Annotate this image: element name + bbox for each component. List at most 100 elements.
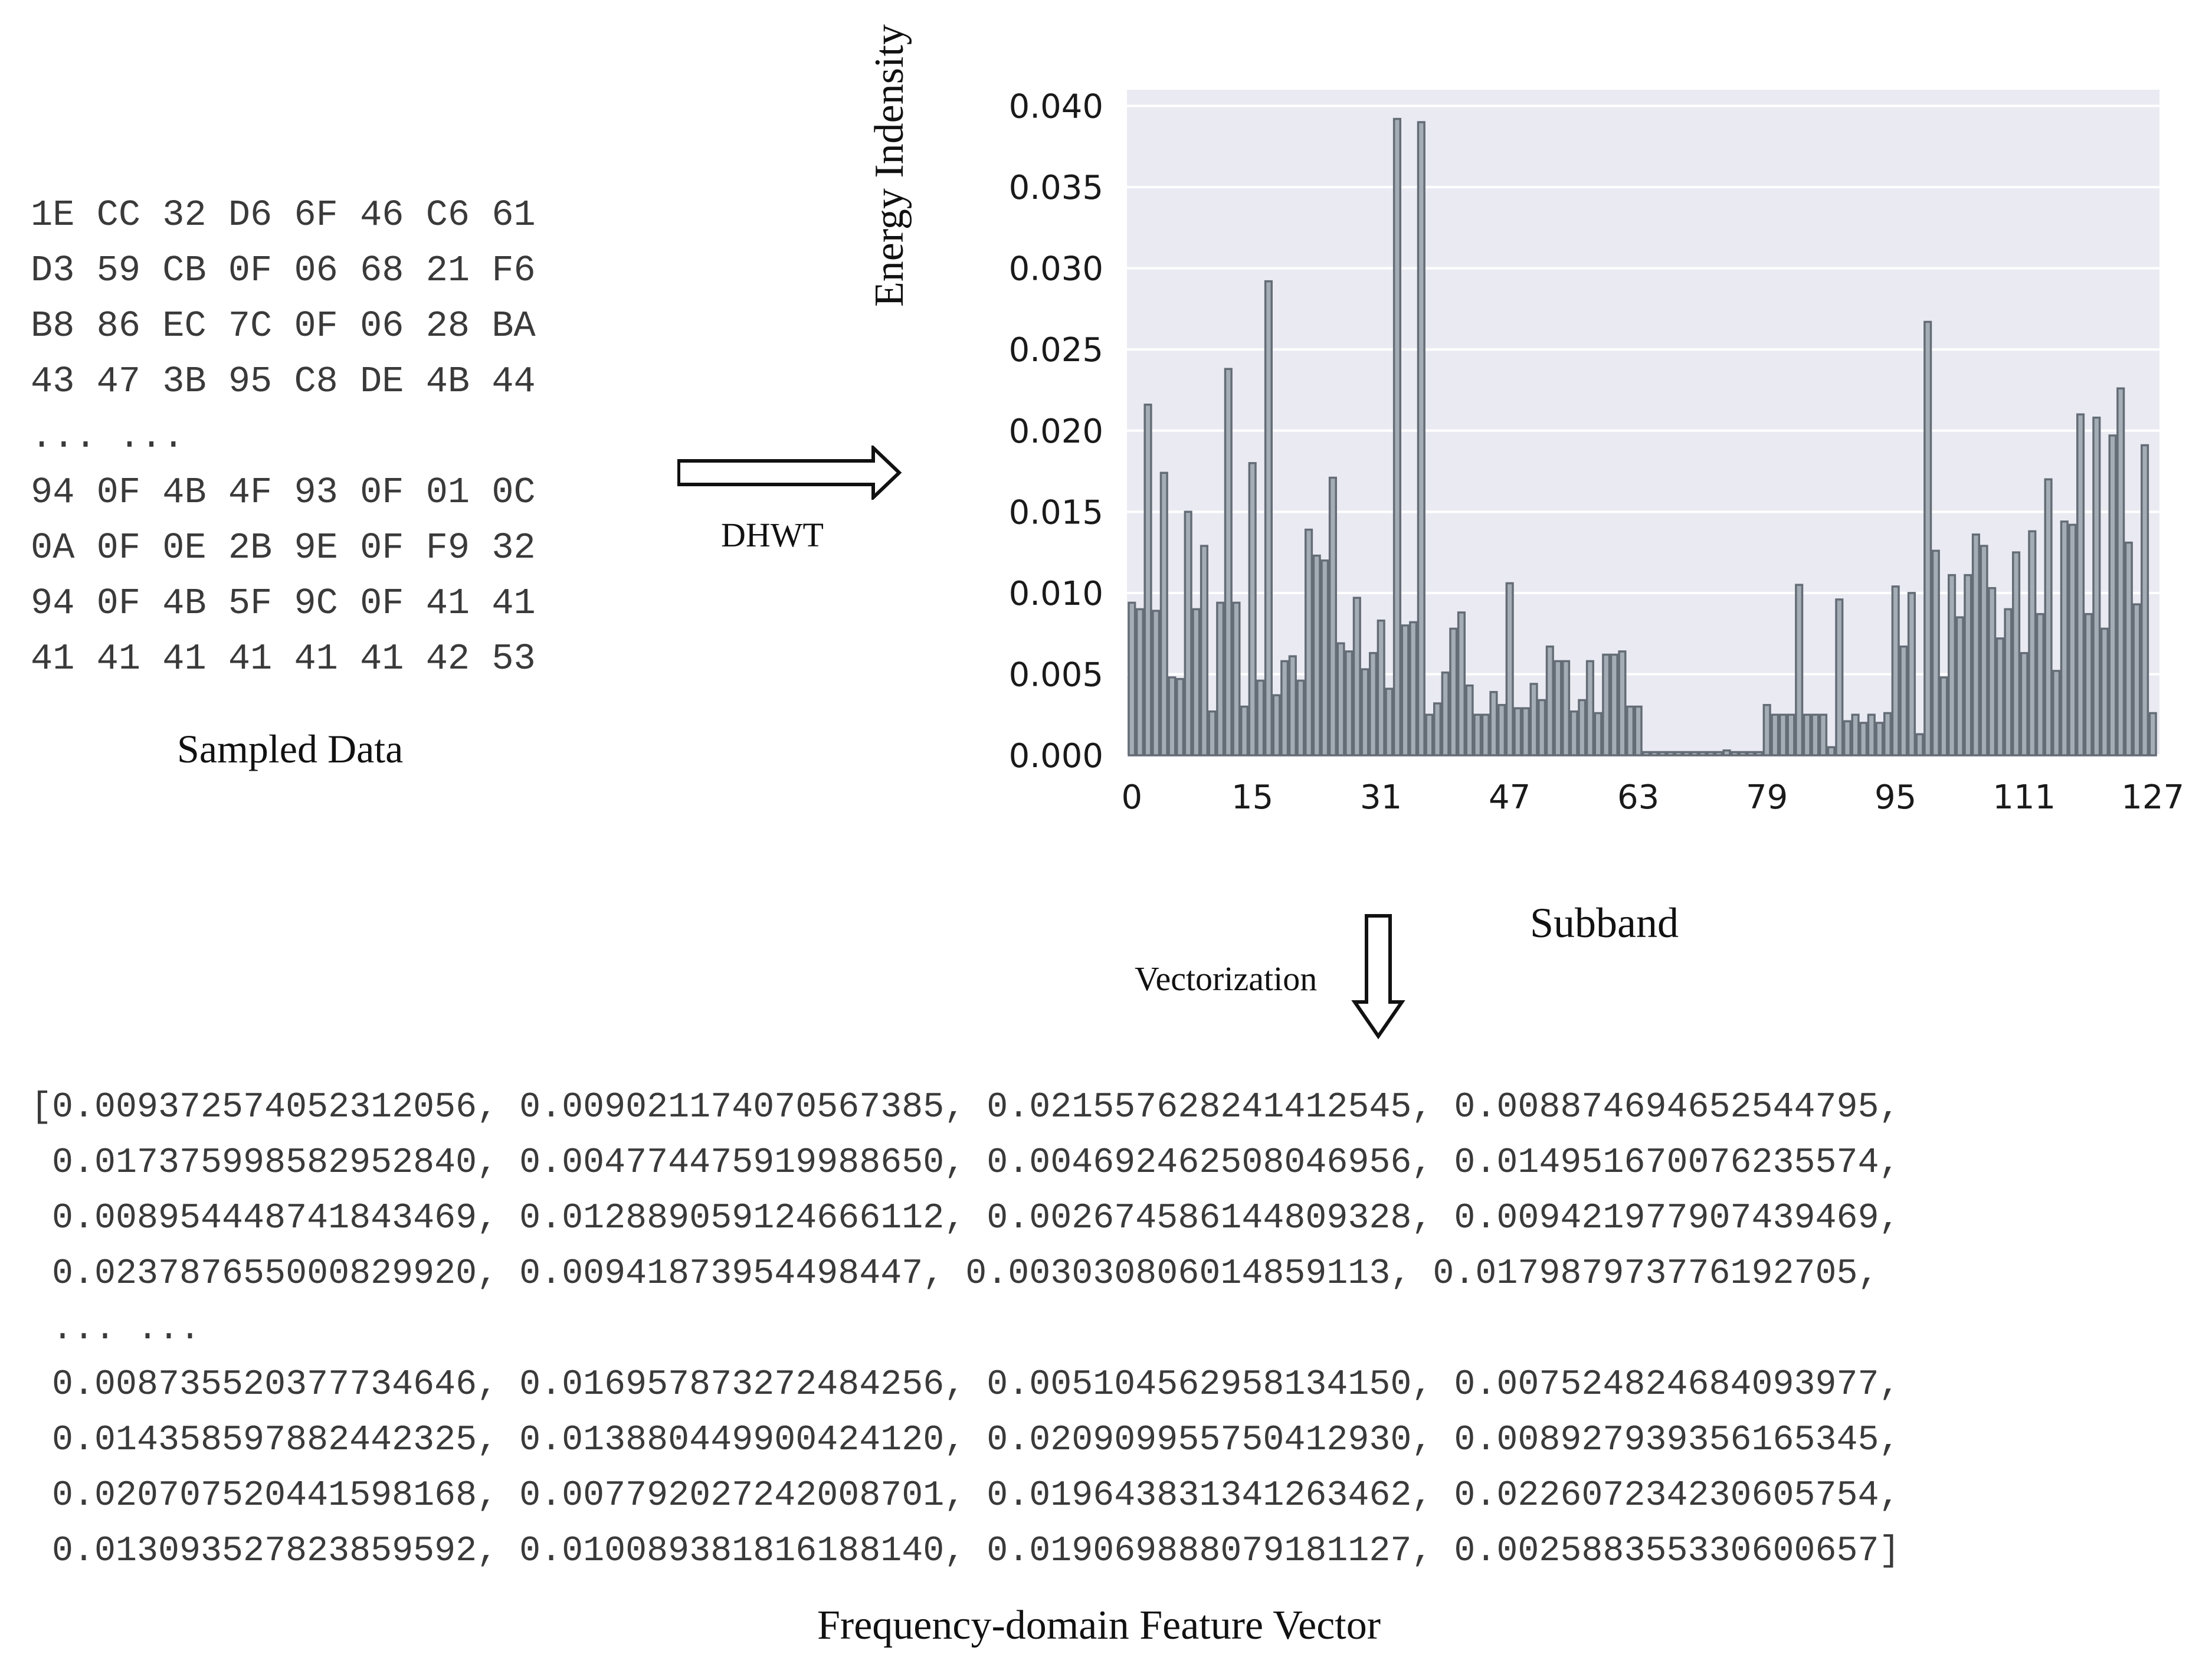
sampled-data-caption: Sampled Data — [177, 726, 404, 771]
bar — [1746, 751, 1755, 757]
bar — [1594, 712, 1603, 757]
bar — [1835, 598, 1844, 757]
y-tick-label: 0.005 — [1009, 656, 1103, 694]
bar — [1538, 699, 1546, 757]
bar — [1971, 533, 1981, 757]
bar — [1505, 582, 1514, 757]
bar — [1513, 707, 1522, 757]
x-tick-label: 95 — [1875, 778, 1916, 817]
bar — [1345, 650, 1354, 757]
bar — [2028, 530, 2037, 757]
bar — [1787, 713, 1795, 757]
feature-vector-caption: Frequency-domain Feature Vector — [817, 1603, 1381, 1648]
bar — [1714, 751, 1723, 757]
bar — [1762, 703, 1771, 757]
bar — [1168, 676, 1177, 757]
vector-line: 0.017375998582952840, 0.0047744759199886… — [31, 1143, 1900, 1183]
bar — [2012, 551, 2021, 757]
bar — [1401, 624, 1410, 757]
bar — [1545, 645, 1554, 757]
bar — [1200, 545, 1209, 757]
x-tick-label: 79 — [1746, 778, 1788, 817]
bar — [1867, 713, 1876, 757]
bar — [2020, 651, 2029, 757]
bar — [1931, 549, 1940, 757]
bar — [1417, 121, 1425, 757]
bar — [2124, 541, 2133, 757]
bar — [1738, 751, 1747, 757]
bar — [1778, 713, 1788, 757]
bar — [1336, 642, 1345, 757]
bar — [1425, 713, 1434, 757]
bar — [1554, 660, 1562, 757]
bar — [1955, 616, 1964, 757]
bar — [1489, 690, 1498, 757]
bar — [1859, 722, 1868, 757]
bar — [1899, 645, 1908, 757]
bar — [2052, 670, 2061, 757]
x-tick-label: 111 — [1993, 778, 2056, 817]
bar — [1320, 559, 1329, 757]
bar — [1569, 710, 1578, 757]
y-tick-label: 0.015 — [1009, 493, 1103, 532]
bar — [1698, 751, 1707, 757]
bar — [1883, 712, 1892, 757]
bar — [1159, 471, 1168, 757]
y-axis-label: Energy Indensity — [867, 24, 912, 307]
bar — [2068, 523, 2077, 757]
bar — [1610, 653, 1618, 757]
x-axis-label: Subband — [1530, 899, 1679, 947]
bar — [1272, 694, 1281, 757]
bar — [1875, 722, 1884, 757]
bar — [1907, 592, 1916, 757]
bar — [1682, 751, 1691, 757]
bar — [1288, 655, 1297, 757]
bar — [1232, 601, 1241, 757]
y-tick-label: 0.020 — [1009, 412, 1103, 451]
hex-line: 1E CC 32 D6 6F 46 C6 61 — [31, 194, 536, 236]
bar — [1771, 713, 1780, 757]
bar — [1184, 510, 1192, 757]
x-tick-label: 15 — [1231, 778, 1273, 817]
bar — [1939, 676, 1948, 757]
bar — [1392, 117, 1402, 757]
bar — [1650, 751, 1659, 757]
feature-vector-text: [0.009372574052312056, 0.009021174070567… — [31, 1080, 1900, 1579]
hex-line: 41 41 41 41 41 41 42 53 — [31, 638, 536, 680]
bar — [1562, 660, 1571, 757]
bar — [2044, 478, 2053, 757]
bar — [1248, 462, 1257, 757]
bar — [1642, 751, 1651, 757]
bar — [1208, 710, 1217, 757]
dhwt-arrow-icon — [677, 446, 902, 500]
bar — [2076, 413, 2085, 757]
bar — [1385, 687, 1394, 757]
hex-line: 94 0F 4B 4F 93 0F 01 0C — [31, 471, 536, 513]
bar — [1128, 601, 1136, 757]
bar — [1988, 587, 1997, 757]
bar — [1666, 751, 1675, 757]
bar — [1915, 733, 1924, 757]
bar — [1280, 660, 1289, 757]
bar — [1312, 554, 1321, 757]
bar — [1658, 751, 1667, 757]
vector-line: 0.014358597882442325, 0.0138804499004241… — [31, 1420, 1900, 1460]
x-tick-label: 31 — [1360, 778, 1402, 817]
bar — [2060, 520, 2069, 757]
vector-line: 0.008954448741843469, 0.0128890591246661… — [31, 1198, 1900, 1239]
bar — [1465, 684, 1474, 757]
bar — [2116, 387, 2125, 757]
vector-line: 0.013093527823859592, 0.0100893818161881… — [31, 1531, 1900, 1571]
bar — [2092, 416, 2101, 757]
bar — [1618, 650, 1627, 757]
energy-bar-chart: 0.000 0.005 0.010 0.015 0.020 0.025 0.030 0.035… — [1009, 88, 2184, 817]
bar — [1948, 574, 1957, 757]
bar — [1995, 637, 2004, 757]
bar — [1361, 668, 1369, 757]
hex-line: 0A 0F 0E 2B 9E 0F F9 32 — [31, 527, 536, 569]
bar — [1352, 597, 1361, 757]
dhwt-label: DHWT — [721, 516, 824, 554]
bar — [1143, 403, 1152, 757]
bar — [1176, 677, 1185, 757]
bar — [1224, 368, 1233, 757]
